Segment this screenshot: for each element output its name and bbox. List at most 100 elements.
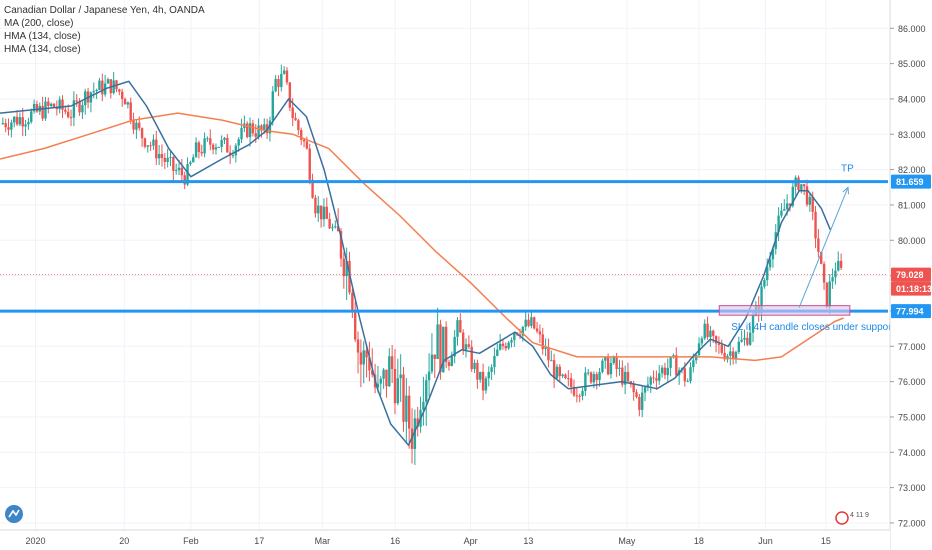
candle-body [129, 102, 132, 121]
time-tick-label: May [618, 536, 636, 546]
candle-body [263, 124, 266, 131]
candle-body [575, 395, 579, 397]
candle-body [734, 352, 738, 360]
candle-body [52, 103, 56, 108]
candle-body [635, 392, 638, 397]
candle-body [388, 356, 391, 387]
candle-body [822, 263, 826, 283]
candle-body [1, 123, 5, 125]
candle-body [623, 371, 627, 385]
candle-body [621, 367, 624, 385]
candle-body [470, 346, 473, 370]
current-price-badge: 79.028 [896, 270, 924, 280]
candle-body [64, 109, 67, 112]
candle-body [32, 104, 36, 112]
candle-body [354, 309, 357, 340]
resistance-price-badge: 81.659 [896, 177, 924, 187]
candle-body [601, 360, 604, 373]
candle-body [643, 386, 647, 393]
candle-body [322, 206, 326, 220]
candle-body [407, 395, 411, 429]
candle-body [194, 142, 198, 158]
candle-body [447, 362, 451, 367]
candle-body [27, 122, 30, 125]
candle-body [501, 343, 505, 347]
candle-body [481, 371, 485, 391]
take-profit-arrow[interactable] [798, 187, 849, 308]
candle-body [220, 139, 223, 147]
candle-body [78, 101, 81, 113]
candle-body [138, 122, 141, 129]
candle-body [763, 280, 766, 287]
reactions-badge[interactable]: 4 11 9 [835, 511, 869, 525]
candle-body [58, 99, 61, 110]
candle-body [328, 218, 331, 229]
candle-body [524, 319, 527, 327]
candle-body [47, 101, 50, 106]
candle-body [189, 162, 192, 164]
candle-body [152, 139, 155, 146]
candle-body [291, 107, 294, 119]
legend-indicator-ma[interactable]: MA (200, close) [4, 18, 74, 29]
candle-body [811, 196, 814, 212]
candle-body [805, 186, 809, 205]
candle-body [163, 157, 167, 162]
candle-body [615, 357, 618, 369]
price-tick-label: 81.000 [898, 200, 926, 210]
candle-body [564, 374, 567, 379]
candle-body [155, 139, 158, 159]
candle-body [660, 367, 664, 374]
chart-annotations: SL if 4H candle closes under support. TP 4… [5, 163, 897, 525]
candle-body [490, 367, 493, 372]
candle-body [587, 372, 590, 374]
legend-indicator-hma-1[interactable]: HMA (134, close) [4, 31, 81, 42]
candle-body [479, 371, 482, 380]
take-profit-label: TP [841, 163, 854, 174]
hma-134-line[interactable] [0, 80, 831, 446]
price-tick-label: 74.000 [898, 448, 926, 458]
candle-body [92, 91, 95, 93]
candle-body [234, 145, 238, 156]
candle-body [504, 346, 508, 349]
ma-200-line[interactable] [0, 112, 844, 362]
candle-body [618, 367, 621, 369]
candle-body [507, 342, 510, 349]
time-tick-label: 18 [694, 536, 704, 546]
stop-loss-zone[interactable] [718, 305, 851, 316]
candle-body [737, 341, 741, 353]
candle-body [692, 360, 695, 368]
stop-loss-label: SL if 4H candle closes under support. [731, 322, 897, 333]
candle-body [146, 145, 149, 147]
candle-body [720, 344, 723, 353]
resistance-price-badge-bg [891, 174, 931, 189]
candle-body [180, 167, 184, 176]
candle-body [595, 374, 598, 381]
candle-body [632, 384, 635, 393]
candle-body [751, 315, 755, 333]
candle-body [206, 138, 209, 140]
candle-body [700, 338, 704, 344]
candle-body [547, 347, 550, 361]
candle-body [555, 366, 559, 379]
candle-body [450, 356, 454, 367]
price-tick-label: 73.000 [898, 483, 926, 493]
candle-body [746, 337, 749, 345]
current-price-badge-bg [891, 267, 931, 282]
candle-body [211, 144, 215, 150]
candle-body [106, 79, 110, 84]
candle-body [135, 122, 138, 130]
candle-body [257, 125, 260, 137]
candle-body [550, 360, 553, 362]
candle-body [584, 372, 587, 391]
candle-body [689, 367, 692, 382]
candle-body [626, 371, 630, 382]
candle-body [783, 208, 786, 211]
candle-body [814, 211, 817, 239]
candle-body [390, 356, 394, 369]
candlestick-series [1, 64, 843, 465]
price-axis: 86.000 85.000 84.000 83.000 82.000 81.000 80.0… [889, 0, 932, 550]
legend-indicator-hma-2[interactable]: HMA (134, close) [4, 44, 81, 55]
candle-body [433, 354, 436, 359]
candle-body [669, 357, 672, 368]
